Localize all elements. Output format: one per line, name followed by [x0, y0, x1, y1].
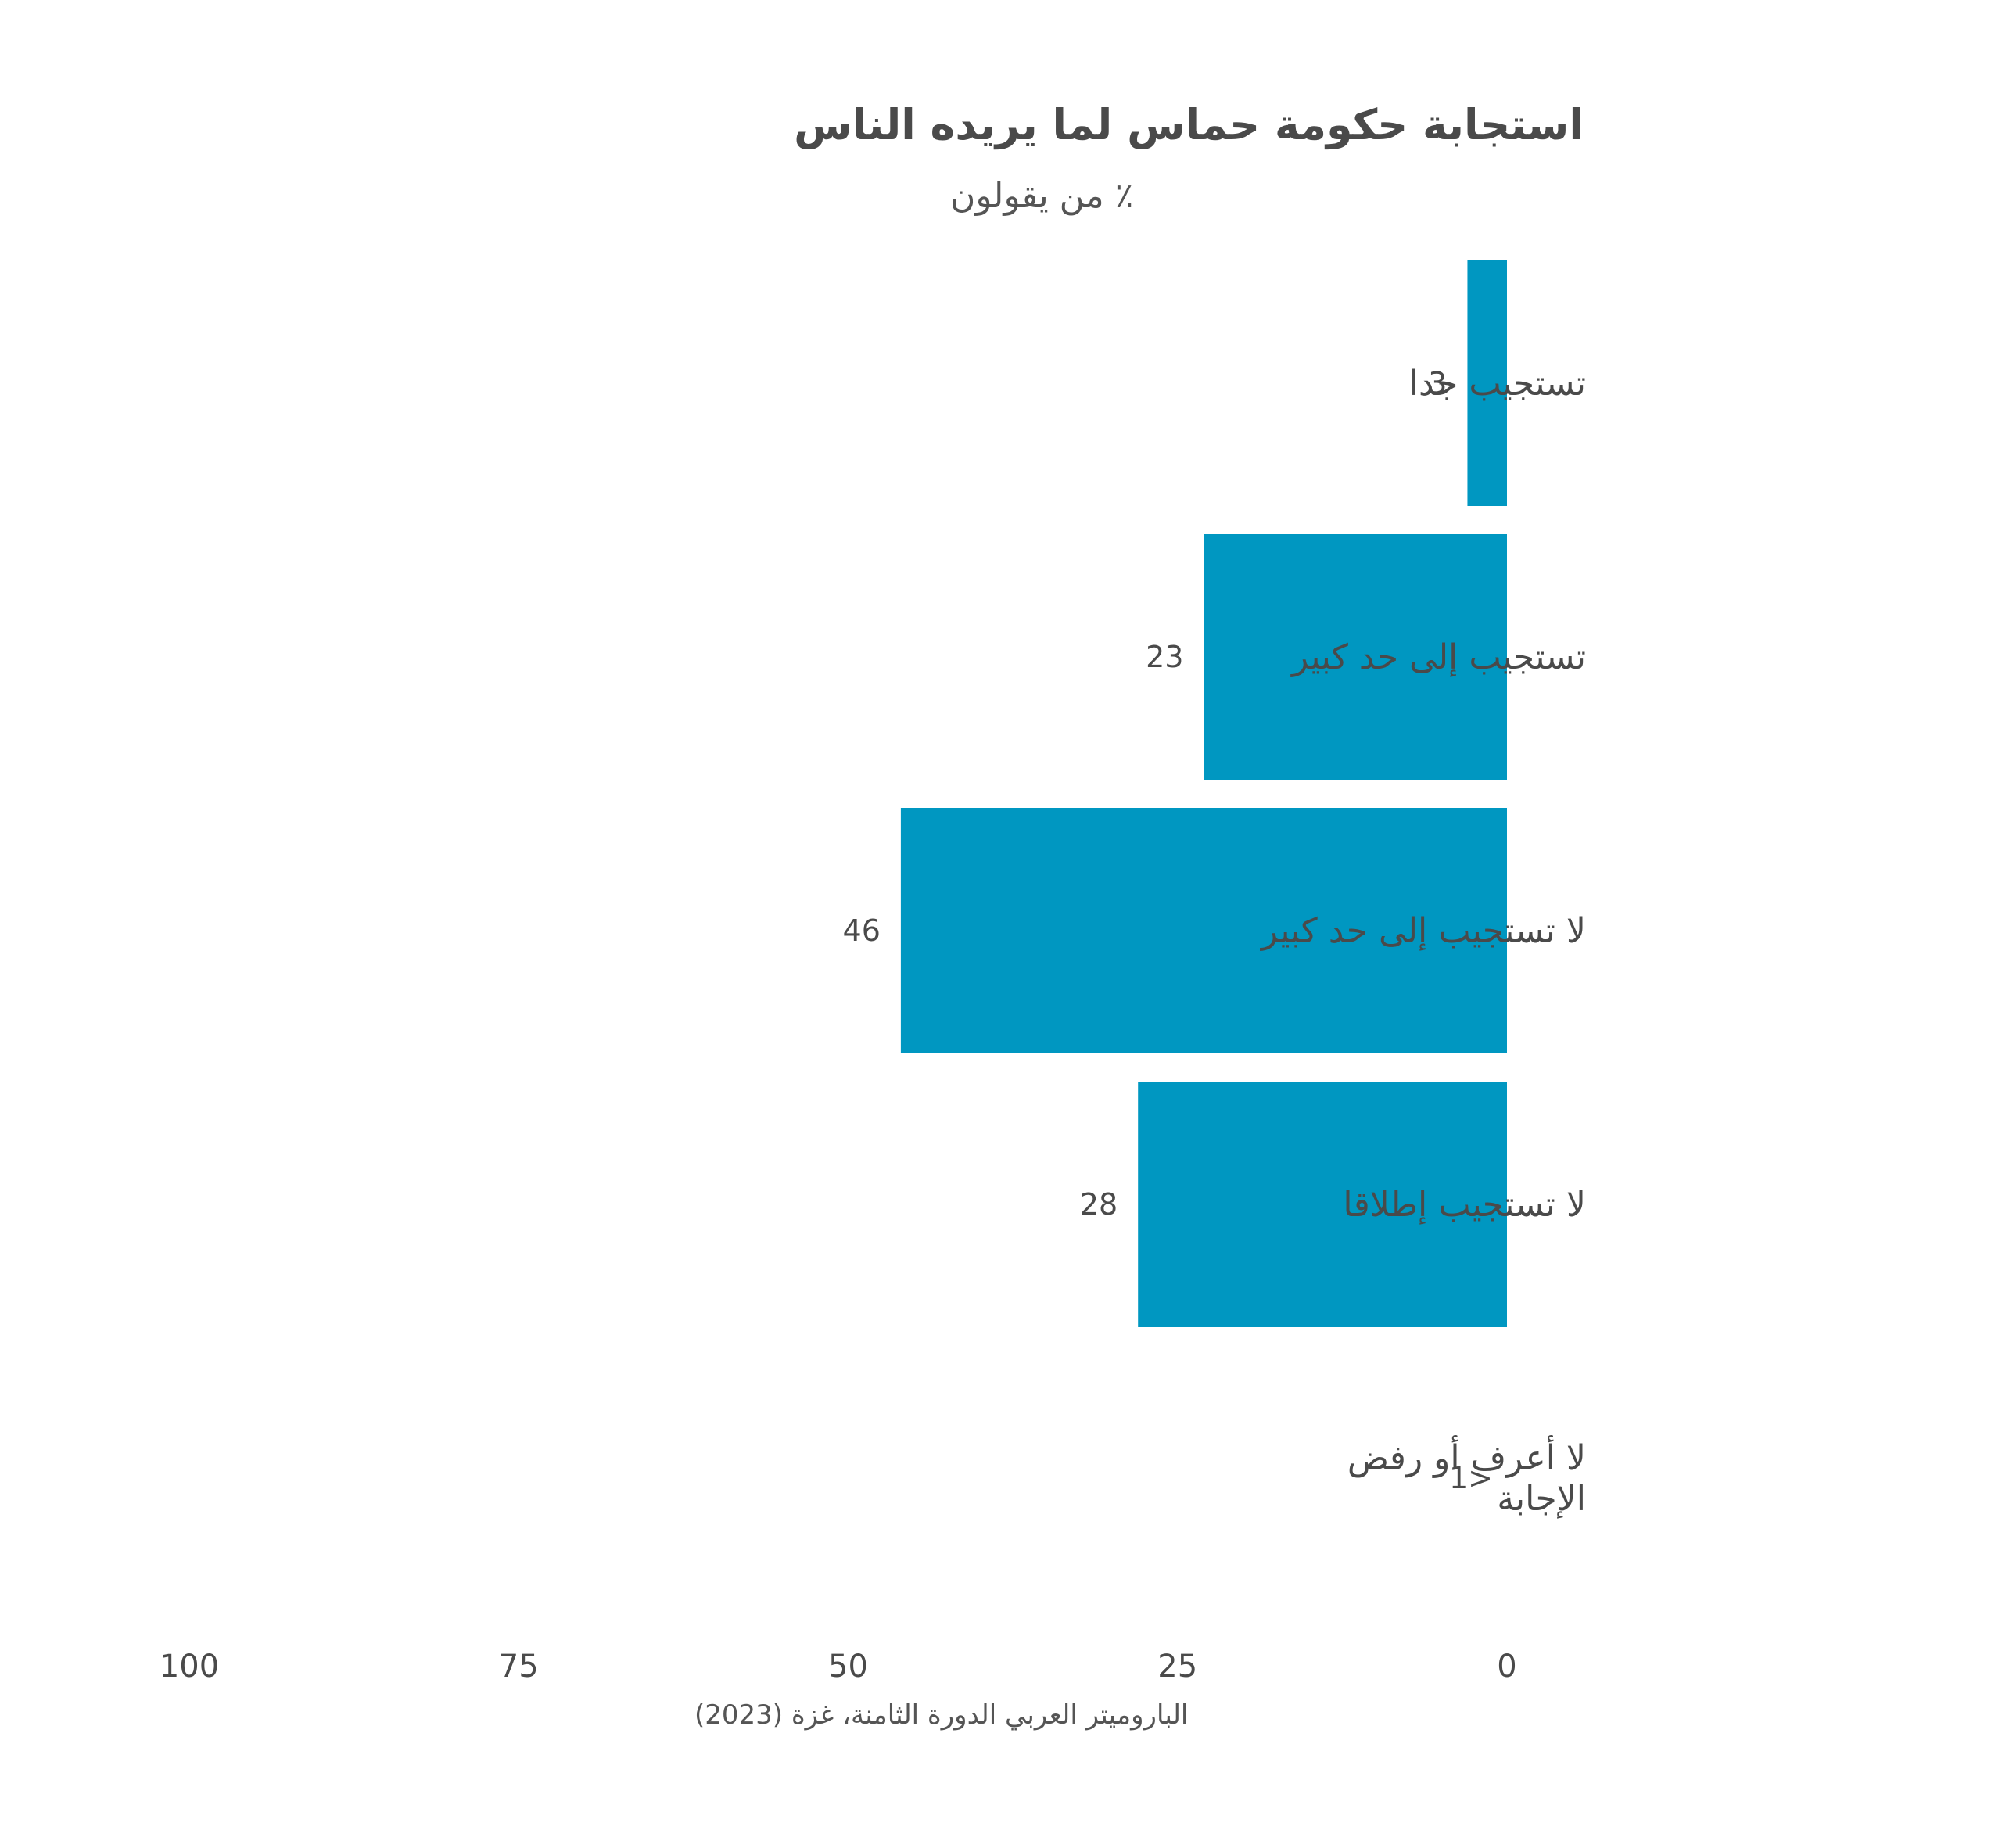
x-tick-label-25: 25: [1157, 1649, 1197, 1685]
bars-group: [900, 260, 1507, 1327]
x-tick-label-50: 50: [828, 1649, 868, 1685]
category-label-category-4: لا تستجيب إطلاقا: [1343, 1185, 1586, 1225]
bar-category-4: [1138, 1082, 1507, 1327]
value-label-category-5: 1>: [1449, 1461, 1493, 1495]
bar-category-3: [900, 808, 1507, 1053]
value-label-category-2: 23: [1146, 640, 1183, 674]
value-label-category-1: 3: [1428, 366, 1447, 400]
x-tick-label-100: 100: [160, 1649, 219, 1685]
x-tick-label-75: 75: [499, 1649, 539, 1685]
value-label-category-4: 28: [1080, 1187, 1118, 1222]
chart-title: استجابة حكومة حماس لما يريده الناس: [794, 100, 1584, 149]
chart-subtitle: ٪ من يقولون: [950, 176, 1133, 216]
category-label-category-1: تستجيب جدا: [1409, 364, 1586, 404]
category-label-category-2: تستجيب إلى حد كبير: [1290, 637, 1586, 677]
source-note: الباروميتر العربي الدورة الثامنة، غزة (2…: [694, 1699, 1188, 1731]
value-labels-group: 3 23 46 28 1>: [843, 366, 1493, 1495]
category-label-category-3: لا تستجيب إلى حد كبير: [1260, 911, 1586, 951]
bar-category-1: [1467, 260, 1507, 506]
bar-category-2: [1204, 534, 1507, 780]
x-tick-label-0: 0: [1497, 1649, 1516, 1685]
category-label-category-5: لا أعرف أو رفض الإجابة: [1347, 1435, 1586, 1519]
category-labels-group: تستجيب جدا تستجيب إلى حد كبير لا تستجيب إل…: [1260, 364, 1586, 1519]
value-label-category-3: 46: [843, 913, 881, 948]
x-axis-ticks: 0 25 50 75 100: [160, 1649, 1517, 1685]
